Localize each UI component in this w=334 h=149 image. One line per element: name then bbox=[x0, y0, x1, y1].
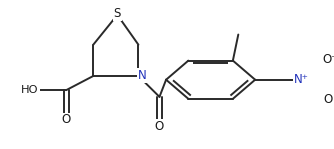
Text: O: O bbox=[61, 113, 71, 127]
Text: O⁻: O⁻ bbox=[323, 53, 334, 66]
Text: N: N bbox=[138, 69, 146, 82]
Text: S: S bbox=[114, 7, 121, 20]
Text: O: O bbox=[155, 120, 164, 133]
Text: HO: HO bbox=[21, 85, 39, 95]
Text: O: O bbox=[323, 93, 333, 106]
Text: N⁺: N⁺ bbox=[294, 73, 309, 86]
